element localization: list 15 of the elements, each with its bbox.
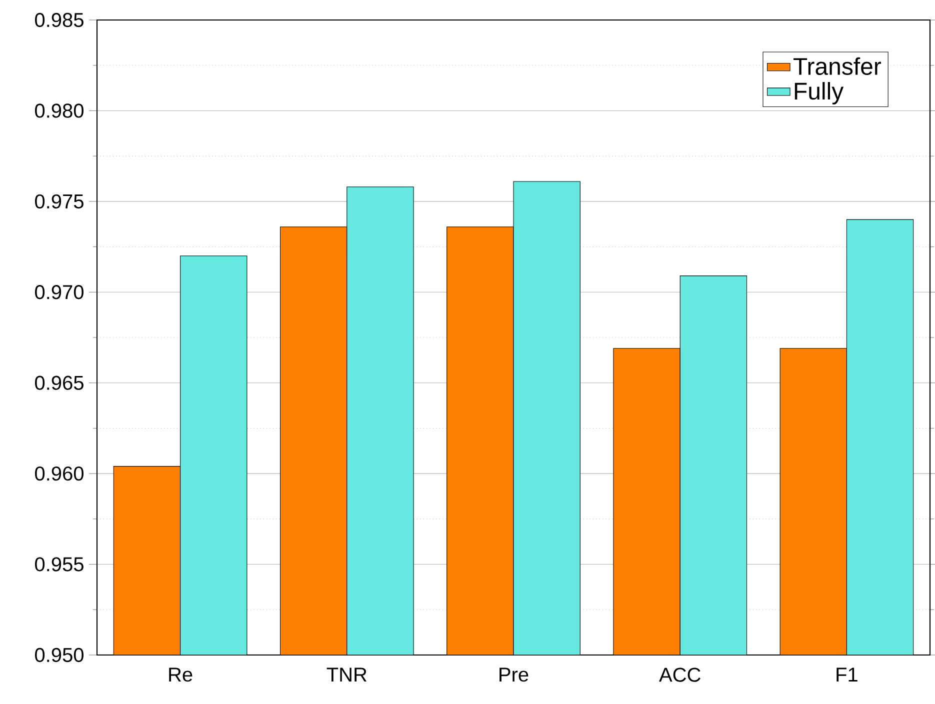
y-tick-label: 0.970 — [35, 285, 84, 300]
y-tick-label: 0.955 — [35, 557, 84, 572]
x-tick-label: F1 — [836, 668, 858, 682]
x-tick-label: Pre — [500, 668, 528, 682]
y-tick-label: 0.980 — [35, 104, 84, 118]
y-tick-label: 0.960 — [35, 466, 84, 481]
y-tick-label: 0.975 — [35, 194, 84, 209]
legend-label: Transfer — [794, 57, 882, 75]
y-tick-label: 0.950 — [35, 648, 84, 662]
x-tick-label: Re — [169, 668, 192, 682]
y-tick-label: 0.965 — [35, 376, 84, 390]
legend-label: Fully — [794, 82, 844, 104]
x-tick-label: TNR — [326, 668, 367, 682]
x-tick-label: ACC — [659, 668, 700, 682]
y-tick-label: 0.985 — [35, 12, 84, 28]
